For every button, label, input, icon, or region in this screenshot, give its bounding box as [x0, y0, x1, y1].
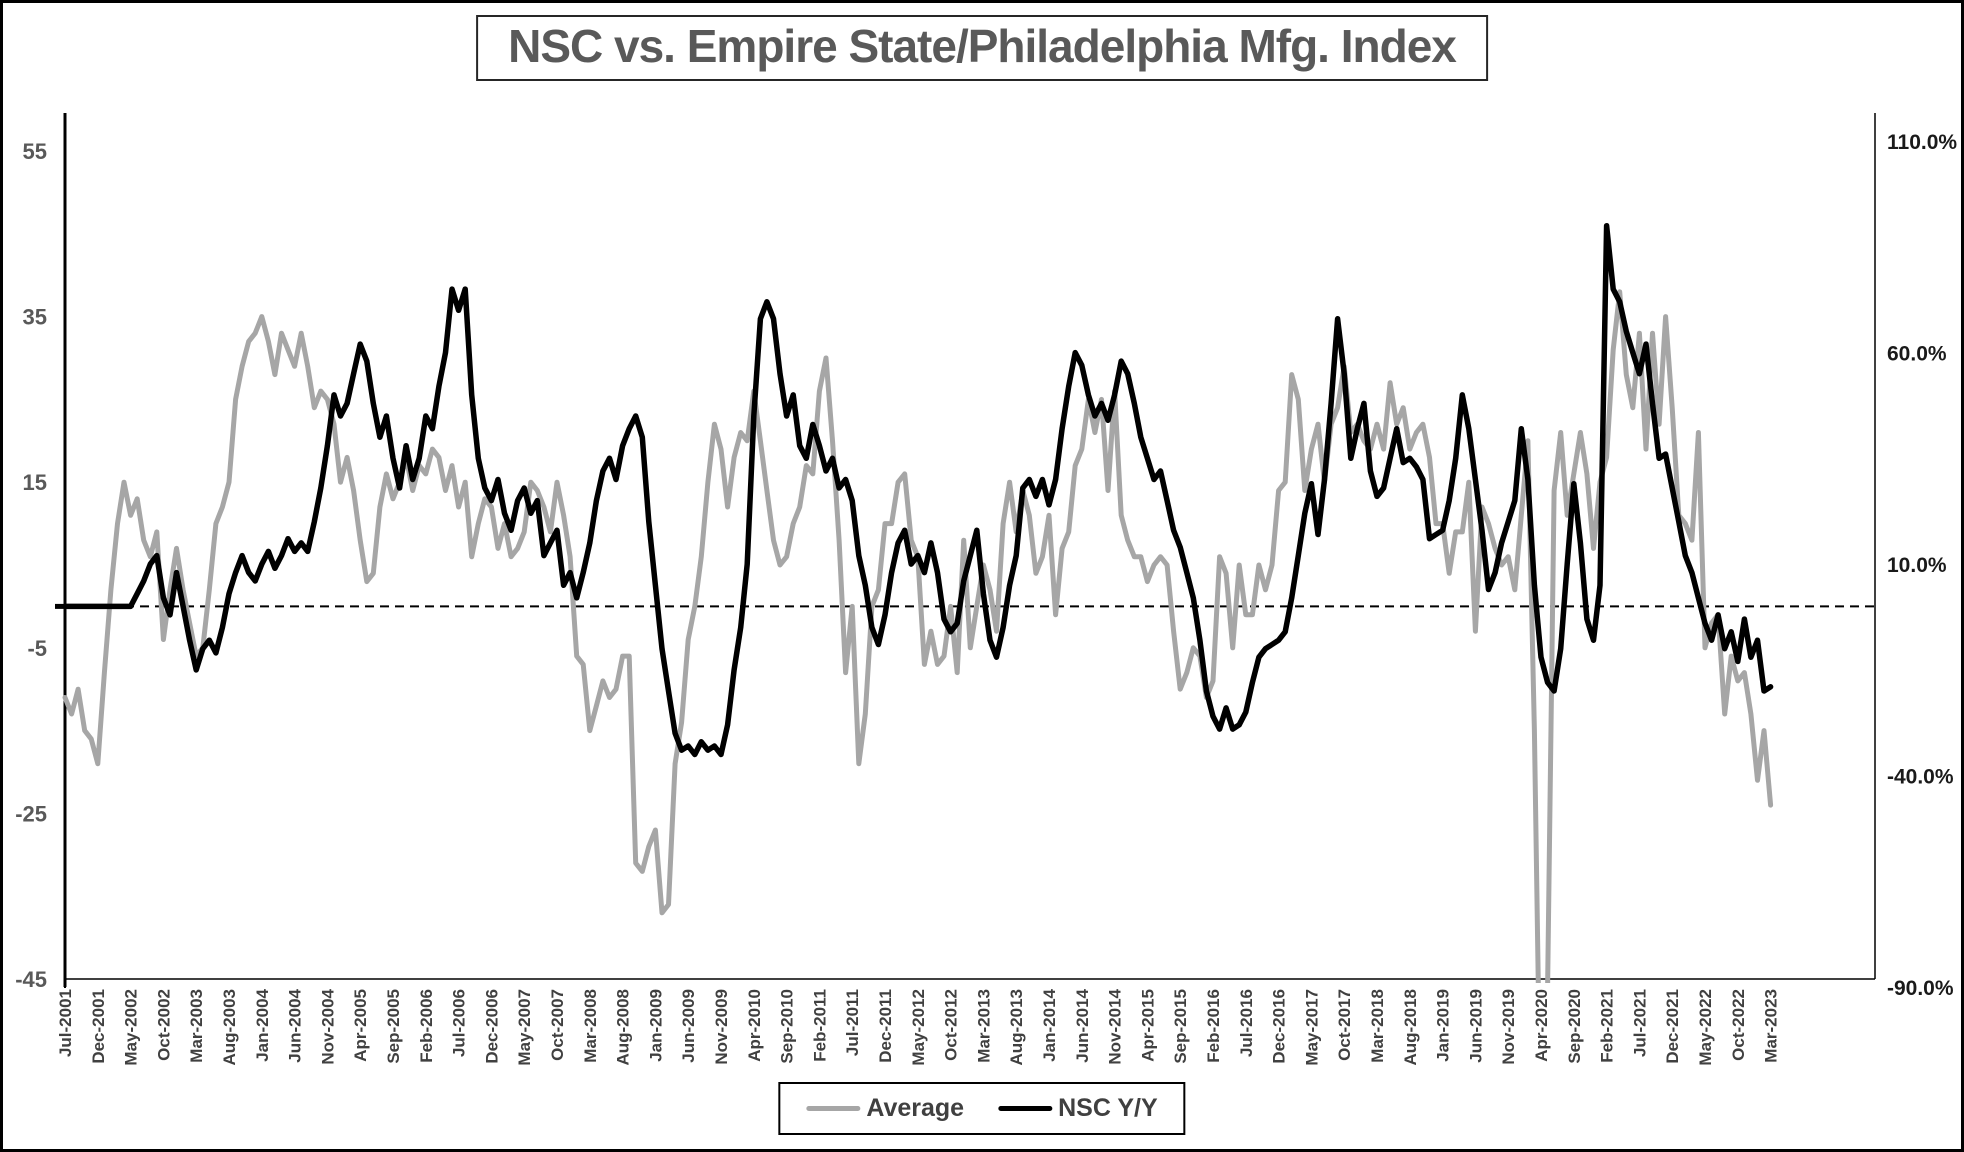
x-axis-tick-label: Jun-2019 [1466, 989, 1485, 1063]
chart-legend: Average NSC Y/Y [778, 1082, 1186, 1135]
left-axis-tick-label: 15 [23, 470, 47, 495]
x-axis-tick-label: Dec-2011 [876, 989, 895, 1063]
x-axis-tick-label: Sep-2020 [1565, 989, 1584, 1064]
x-axis-tick-label: May-2002 [122, 989, 141, 1066]
x-axis-tick-label: Jul-2021 [1630, 989, 1649, 1057]
x-axis-tick-label: Sep-2005 [384, 989, 403, 1064]
nsc-line-swatch [998, 1106, 1053, 1111]
series-nsc-line [62, 222, 1774, 758]
x-axis-tick-label: Jun-2004 [286, 988, 305, 1062]
series-group [62, 222, 1774, 983]
x-axis-tick-label: Dec-2001 [89, 989, 108, 1064]
x-axis-tick-label: May-2012 [909, 989, 928, 1066]
x-axis-tick-label: Aug-2013 [1007, 989, 1026, 1066]
x-axis-tick-label: Oct-2017 [1335, 989, 1354, 1061]
x-axis-tick-label: Sep-2010 [778, 989, 797, 1064]
legend-item-nsc: NSC Y/Y [998, 1094, 1158, 1123]
x-axis-tick-label: Mar-2008 [581, 989, 600, 1063]
x-axis-tick-label: Jan-2014 [1040, 988, 1059, 1061]
x-axis-tick-label: May-2007 [515, 989, 534, 1066]
right-axis-tick-label: 110.0% [1887, 131, 1957, 154]
legend-label-average: Average [866, 1094, 965, 1122]
x-axis-tick-label: Nov-2014 [1106, 988, 1125, 1064]
x-axis-tick-label: Feb-2016 [1204, 989, 1223, 1063]
x-axis-tick-label: May-2022 [1696, 989, 1715, 1066]
x-axis-tick-label: Jun-2014 [1073, 988, 1092, 1062]
right-axis-tick-label: 10.0% [1887, 554, 1947, 577]
x-axis-tick-label: Jul-2001 [56, 989, 75, 1057]
right-axis-tick-label: -90.0% [1887, 977, 1954, 1000]
x-axis-tick-label: Apr-2010 [745, 989, 764, 1062]
x-axis-tick-label: Dec-2006 [482, 989, 501, 1064]
x-axis-tick-label: Mar-2023 [1762, 989, 1781, 1063]
x-axis-tick-label: Nov-2019 [1499, 989, 1518, 1065]
x-axis-tick-label: Apr-2020 [1532, 989, 1551, 1062]
x-axis-tick-label: Feb-2021 [1598, 989, 1617, 1063]
x-axis-tick-label: May-2017 [1302, 989, 1321, 1066]
legend-item-average: Average [806, 1094, 964, 1123]
x-axis-tick-label: Dec-2016 [1270, 989, 1289, 1064]
x-axis-tick-label: Feb-2011 [810, 989, 829, 1062]
x-axis-tick-label: Oct-2002 [154, 989, 173, 1061]
left-axis-tick-label: 35 [23, 305, 47, 330]
x-axis-tick-label: Oct-2007 [548, 989, 567, 1061]
x-axis-tick-label: Oct-2022 [1729, 989, 1748, 1061]
x-axis-tick-label: Jan-2009 [646, 989, 665, 1062]
x-axis-tick-label: Apr-2015 [1138, 989, 1157, 1062]
x-axis-tick-label: Aug-2003 [220, 989, 239, 1066]
right-axis-tick-label: -40.0% [1887, 766, 1954, 789]
x-axis-tick-label: Mar-2003 [187, 989, 206, 1063]
x-axis-tick-label: Mar-2013 [974, 989, 993, 1063]
right-axis-tick-label: 60.0% [1887, 343, 1947, 366]
left-axis-tick-label: -25 [15, 801, 47, 826]
legend-label-nsc: NSC Y/Y [1058, 1094, 1158, 1122]
left-axis-tick-label: -5 [27, 636, 47, 661]
x-axis-tick-label: Nov-2009 [712, 989, 731, 1065]
x-axis-tick-label: Nov-2004 [318, 988, 337, 1064]
chart-plot: 55 35 15 -5 -25 -45 110.0% 60.0% 10.0% -40.0% -90.… [15, 113, 1957, 1066]
x-axis-tick-label: Dec-2021 [1663, 989, 1682, 1064]
x-axis-tick-label: Jul-2016 [1237, 989, 1256, 1057]
x-axis-tick-label: Jul-2011 [843, 989, 862, 1056]
chart-title-text: NSC vs. Empire State/Philadelphia Mfg. I… [508, 20, 1457, 72]
left-axis-tick-label: -45 [15, 967, 47, 992]
x-axis-tick-label: Jun-2009 [679, 989, 698, 1063]
average-line-swatch [806, 1106, 861, 1111]
x-axis-tick-label: Feb-2006 [417, 989, 436, 1063]
left-axis-tick-label: 55 [23, 139, 47, 164]
x-axis-tick-label: Aug-2018 [1401, 989, 1420, 1066]
chart-title: NSC vs. Empire State/Philadelphia Mfg. I… [476, 15, 1488, 81]
x-axis-tick-label: Jul-2006 [450, 989, 469, 1057]
x-axis-tick-label: Aug-2008 [614, 989, 633, 1066]
x-axis-tick-label: Oct-2012 [942, 989, 961, 1061]
x-axis-tick-label: Apr-2005 [351, 989, 370, 1062]
x-axis-tick-label: Jan-2019 [1434, 989, 1453, 1062]
x-axis-tick-label: Sep-2015 [1171, 989, 1190, 1064]
x-axis-tick-label: Jan-2004 [253, 988, 272, 1061]
x-axis-tick-label: Mar-2018 [1368, 989, 1387, 1063]
